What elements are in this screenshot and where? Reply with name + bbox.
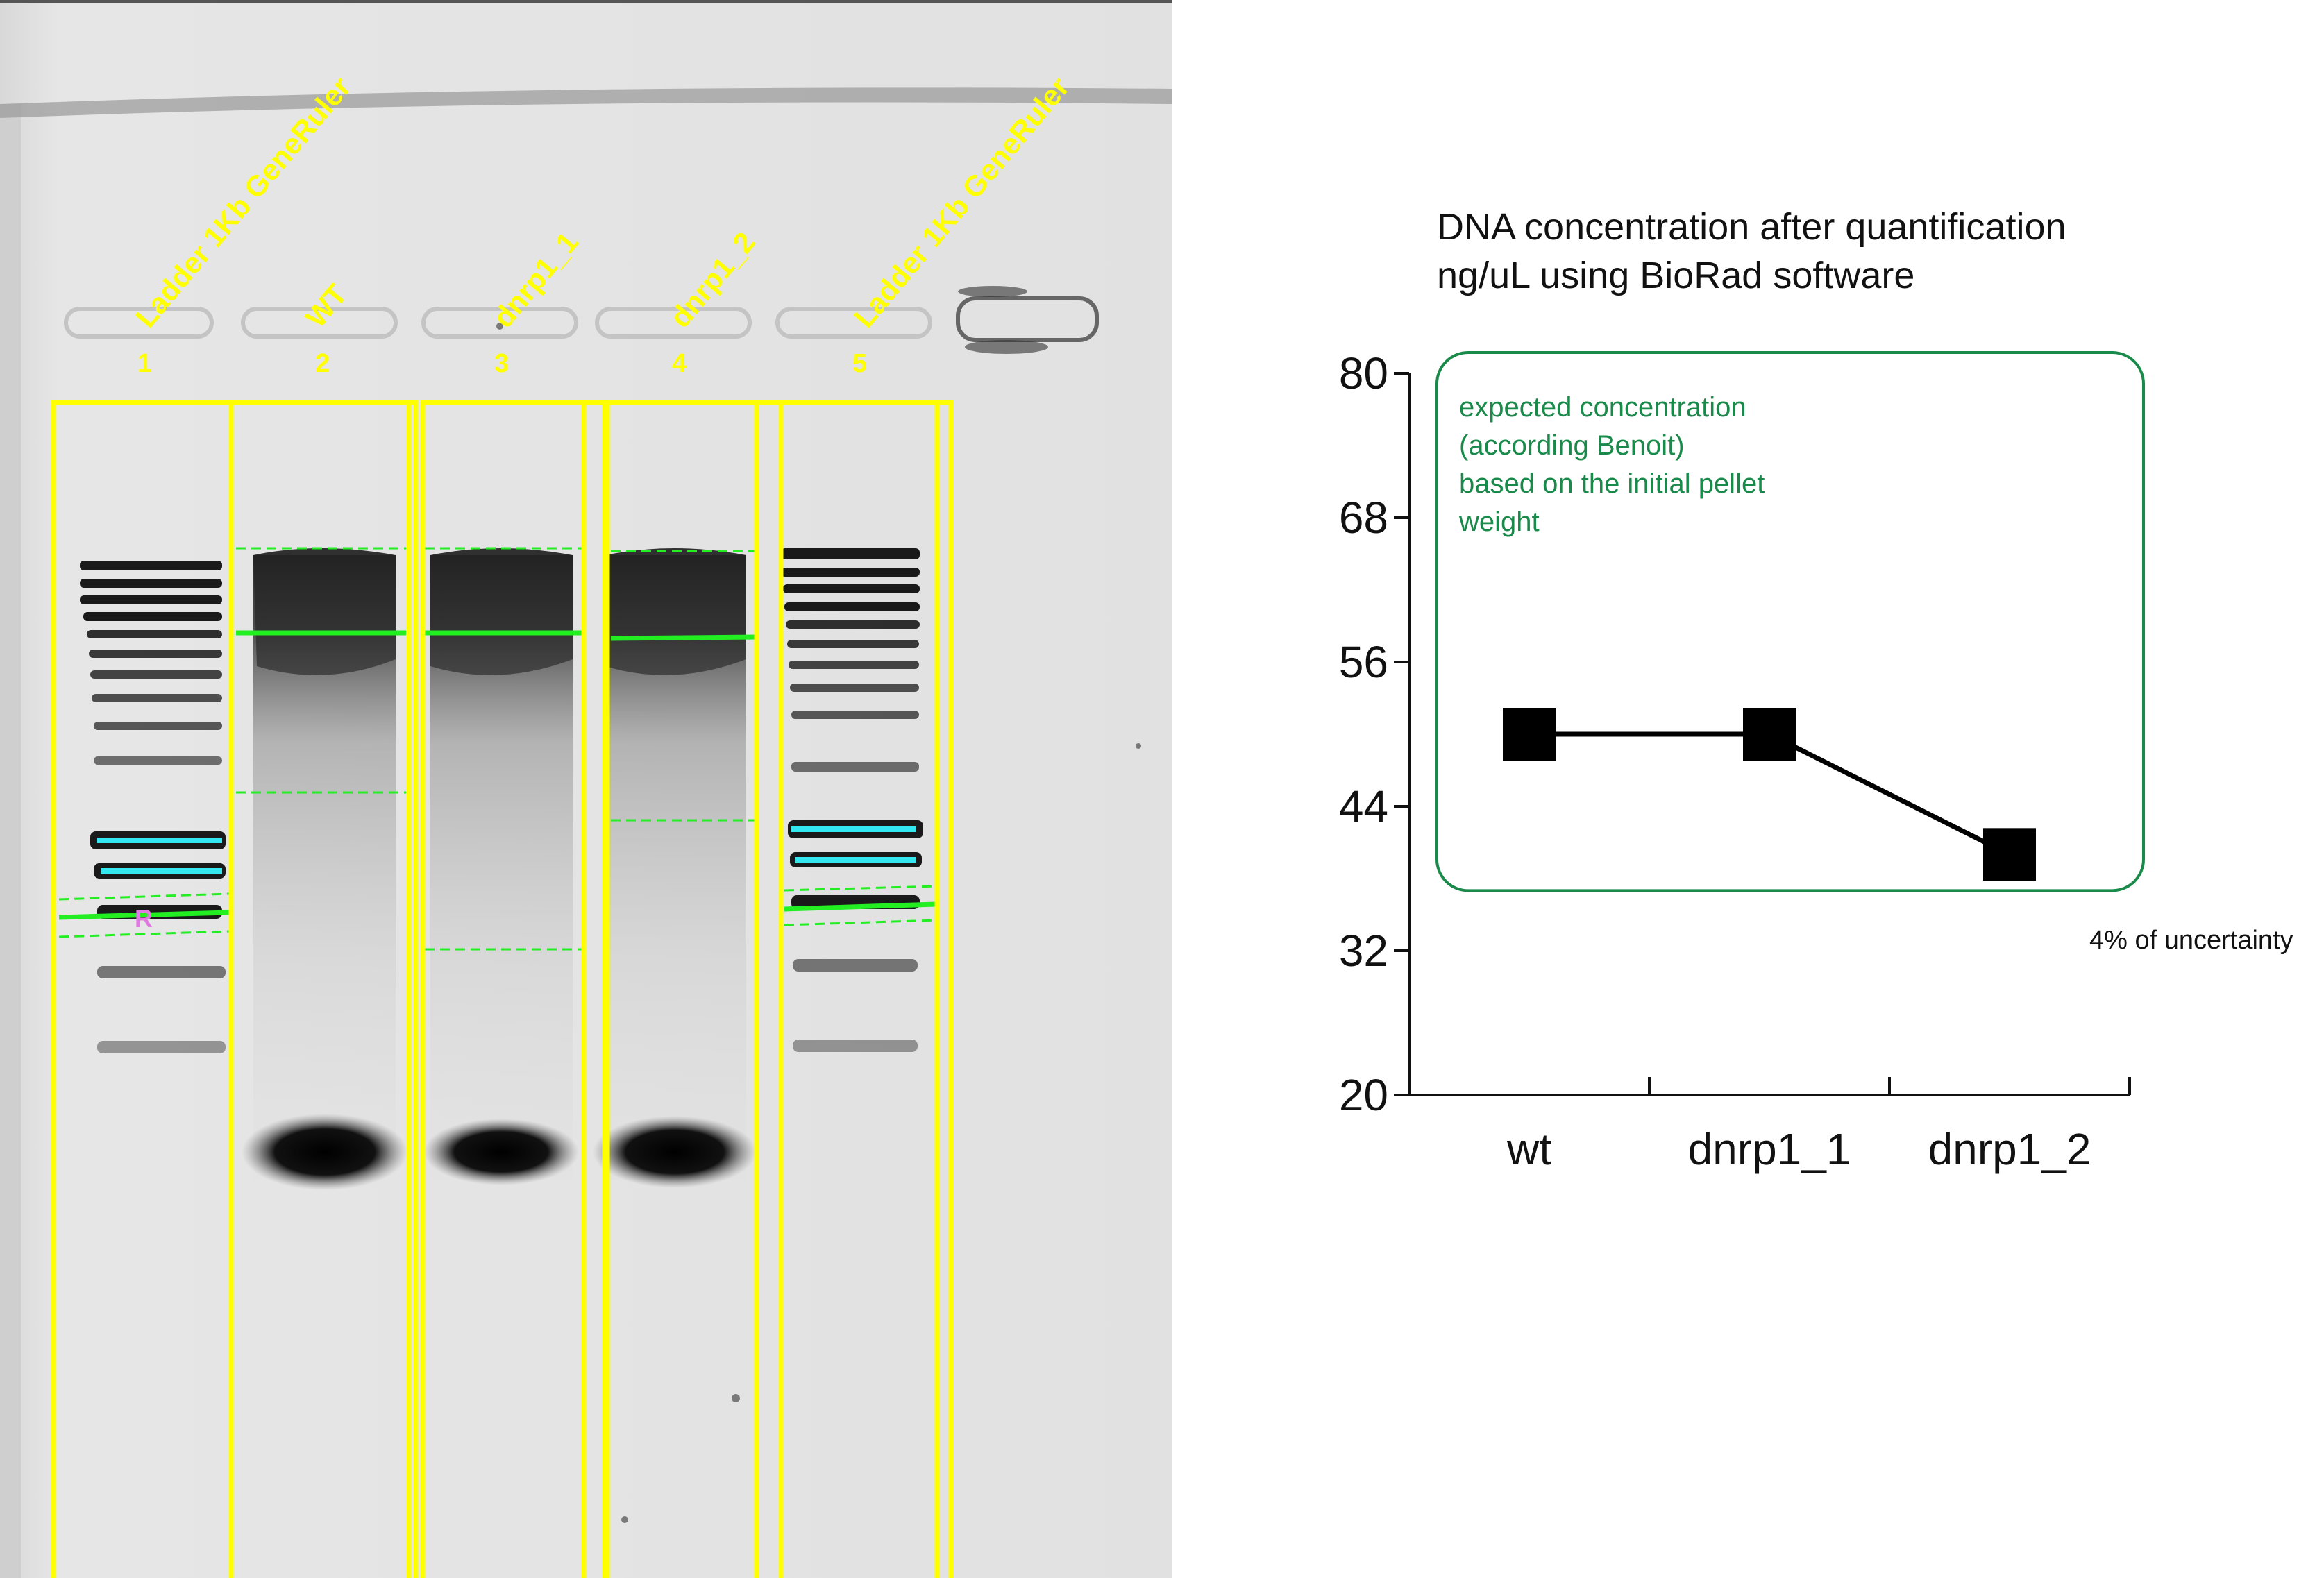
lane-number-2: 2 (315, 349, 330, 378)
low-molecular-weight-bands (242, 1114, 757, 1190)
data-point-dnrp1-2 (1983, 828, 2036, 881)
reference-marker: R (135, 904, 153, 933)
gel-top-border (0, 0, 1172, 3)
x-tick-label: dnrp1_1 (1688, 1124, 1851, 1174)
data-point-dnrp1-1 (1743, 708, 1796, 761)
lane-number-5: 5 (852, 349, 867, 378)
chart-title: DNA concentration after quantification (1437, 206, 2066, 248)
annotation-line: (according Benoit) (1459, 430, 1685, 461)
band-boundary-lines (58, 547, 938, 951)
uncertainty-note: 4% of uncertainty (2089, 926, 2293, 955)
lane-boxes (51, 400, 954, 1578)
gel-wells (64, 296, 1099, 342)
y-tick-label: 44 (1339, 781, 1388, 831)
highlighted-reference-bands (97, 826, 916, 874)
lane-number-3: 3 (494, 349, 509, 378)
expected-concentration-box (1435, 351, 2145, 892)
sample-smears (253, 548, 746, 1180)
lane-number-4: 4 (672, 349, 687, 378)
y-tick-label: 20 (1339, 1070, 1388, 1120)
y-tick-label: 32 (1339, 926, 1388, 976)
lane-number-1: 1 (137, 349, 152, 378)
gel-left-edge (0, 104, 21, 1578)
gel-image: Ladder 1Kb GeneRuler WT dnrp1_1 dnrp1_2 … (0, 0, 1172, 1578)
detected-band-lines (58, 630, 938, 920)
concentration-chart: DNA concentration after quantification n… (1339, 206, 2293, 1174)
y-tick-label: 80 (1339, 348, 1388, 398)
x-tick-label: dnrp1_2 (1928, 1124, 2091, 1174)
annotation-line: based on the initial pellet (1459, 468, 1765, 499)
data-point-wt (1503, 708, 1556, 761)
x-tick-label: wt (1506, 1124, 1551, 1174)
gel-top-shadow (0, 87, 1172, 118)
chart-subtitle: ng/uL using BioRad software (1437, 255, 1914, 296)
y-tick-label: 68 (1339, 493, 1388, 543)
annotation-line: expected concentration (1459, 392, 1746, 423)
gel-debris (496, 286, 1141, 1523)
y-tick-label: 56 (1339, 637, 1388, 687)
annotation-line: weight (1458, 507, 1540, 537)
